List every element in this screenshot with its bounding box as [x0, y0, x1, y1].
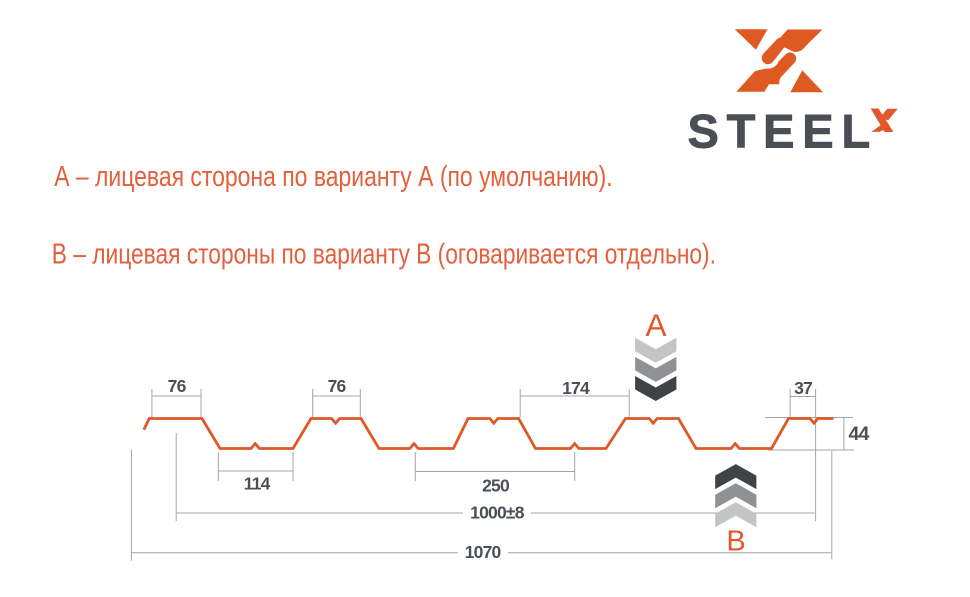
- svg-text:37: 37: [794, 378, 812, 398]
- svg-text:250: 250: [482, 476, 510, 496]
- svg-text:В: В: [726, 526, 745, 558]
- svg-text:В – лицевая стороны по вариант: В – лицевая стороны по варианту В (огова…: [52, 237, 716, 270]
- svg-text:STEEL: STEEL: [688, 105, 878, 158]
- svg-text:174: 174: [562, 378, 590, 398]
- svg-text:114: 114: [244, 474, 271, 494]
- svg-text:1070: 1070: [465, 542, 502, 562]
- svg-text:76: 76: [168, 376, 187, 396]
- svg-text:А – лицевая сторона по вариант: А – лицевая сторона по варианту А (по ум…: [54, 159, 612, 192]
- svg-text:44: 44: [848, 423, 869, 445]
- svg-text:А: А: [645, 307, 666, 343]
- svg-text:76: 76: [328, 376, 347, 396]
- svg-text:1000±8: 1000±8: [470, 502, 525, 522]
